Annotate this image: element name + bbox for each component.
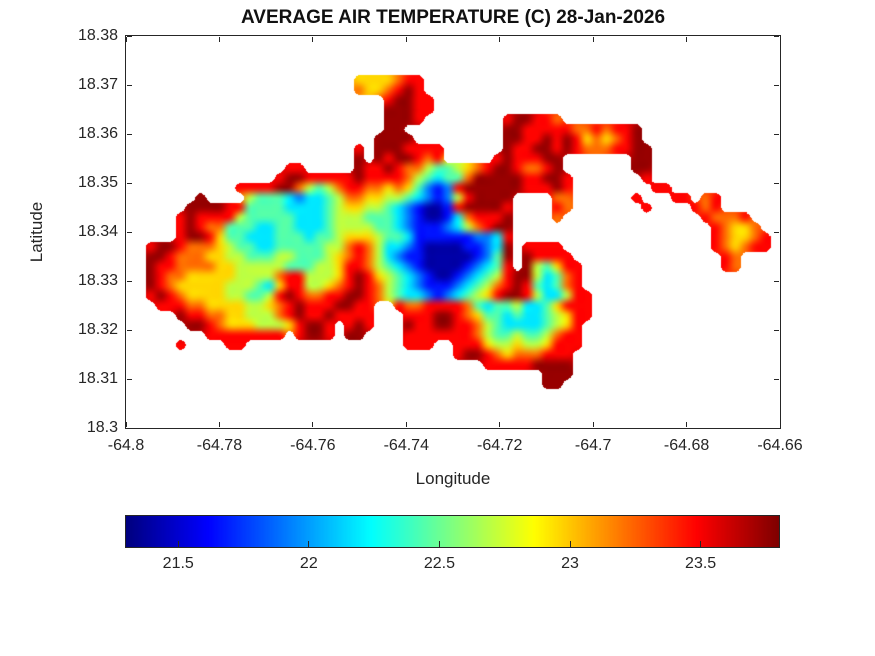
x-axis-tick-mark-top <box>125 37 127 42</box>
colorbar-tick-mark <box>177 541 179 547</box>
y-tick-label: 18.38 <box>77 27 118 44</box>
x-axis-tick-mark-top <box>592 37 594 42</box>
x-axis-tick-mark <box>125 422 127 427</box>
y-axis-label: Latitude <box>27 201 46 263</box>
x-axis-tick-mark-top <box>686 37 688 42</box>
y-axis-tick-mark <box>127 84 132 86</box>
colorbar-tick-mark <box>569 541 571 547</box>
y-tick-label: 18.36 <box>77 125 118 142</box>
x-axis-tick-mark-top <box>779 37 781 42</box>
x-axis-tick-mark <box>592 422 594 427</box>
y-tick-label: 18.31 <box>77 370 118 387</box>
chart-title: AVERAGE AIR TEMPERATURE (C) 28-Jan-2026 <box>240 7 666 28</box>
temperature-heatmap-canvas <box>126 36 780 428</box>
colorbar-tick-mark <box>308 541 310 547</box>
y-axis-tick-mark <box>127 378 132 380</box>
x-axis-tick-mark <box>779 422 781 427</box>
x-tick-label: -64.74 <box>383 437 429 454</box>
x-axis-label: Longitude <box>415 469 491 488</box>
colorbar-tick-label: 23.5 <box>685 555 717 572</box>
y-axis-tick-mark <box>127 231 132 233</box>
x-tick-label: -64.78 <box>196 437 243 454</box>
y-axis-tick-mark-right <box>774 231 779 233</box>
y-axis-tick-mark-right <box>774 378 779 380</box>
y-tick-label: 18.33 <box>77 272 118 289</box>
x-axis-tick-mark <box>405 422 407 427</box>
colorbar-tick-mark <box>438 541 440 547</box>
x-tick-label: -64.8 <box>107 437 145 454</box>
y-axis-tick-mark-right <box>774 427 779 429</box>
x-axis-tick-mark-top <box>499 37 501 42</box>
colorbar-tick-label: 21.5 <box>162 555 194 572</box>
x-axis-tick-mark <box>312 422 314 427</box>
x-axis-tick-mark <box>218 422 220 427</box>
y-tick-label: 18.32 <box>77 321 118 338</box>
y-axis-tick-mark-right <box>774 35 779 37</box>
x-tick-label: -64.7 <box>574 437 612 454</box>
colorbar-tick-label: 23 <box>561 555 579 572</box>
x-axis-tick-mark <box>686 422 688 427</box>
colorbar-tick-label: 22.5 <box>423 555 456 572</box>
colorbar-tick-label: 22 <box>299 555 318 572</box>
y-axis-tick-mark <box>127 329 132 331</box>
y-tick-label: 18.35 <box>77 174 118 191</box>
colorbar-tick-mark <box>700 541 702 547</box>
y-axis-tick-mark <box>127 35 132 37</box>
x-tick-label: -64.76 <box>290 437 336 454</box>
x-tick-label: -64.66 <box>757 437 803 454</box>
y-axis-tick-mark <box>127 427 132 429</box>
y-axis-tick-mark-right <box>774 84 779 86</box>
y-axis-tick-mark-right <box>774 133 779 135</box>
x-axis-tick-mark-top <box>405 37 407 42</box>
x-axis-tick-mark-top <box>218 37 220 42</box>
colorbar-gradient-canvas <box>126 516 779 547</box>
plot-area <box>125 35 781 429</box>
y-tick-label: 18.37 <box>77 76 118 93</box>
x-tick-label: -64.72 <box>477 437 523 454</box>
x-axis-tick-mark <box>499 422 501 427</box>
y-axis-tick-mark <box>127 133 132 135</box>
y-axis-tick-mark-right <box>774 329 779 331</box>
y-axis-tick-mark-right <box>774 280 779 282</box>
x-tick-label: -64.68 <box>663 437 710 454</box>
colorbar <box>125 515 780 548</box>
y-axis-tick-mark <box>127 182 132 184</box>
y-axis-tick-mark-right <box>774 182 779 184</box>
y-tick-label: 18.3 <box>86 419 118 436</box>
x-axis-tick-mark-top <box>312 37 314 42</box>
y-tick-label: 18.34 <box>77 223 118 240</box>
y-axis-tick-mark <box>127 280 132 282</box>
